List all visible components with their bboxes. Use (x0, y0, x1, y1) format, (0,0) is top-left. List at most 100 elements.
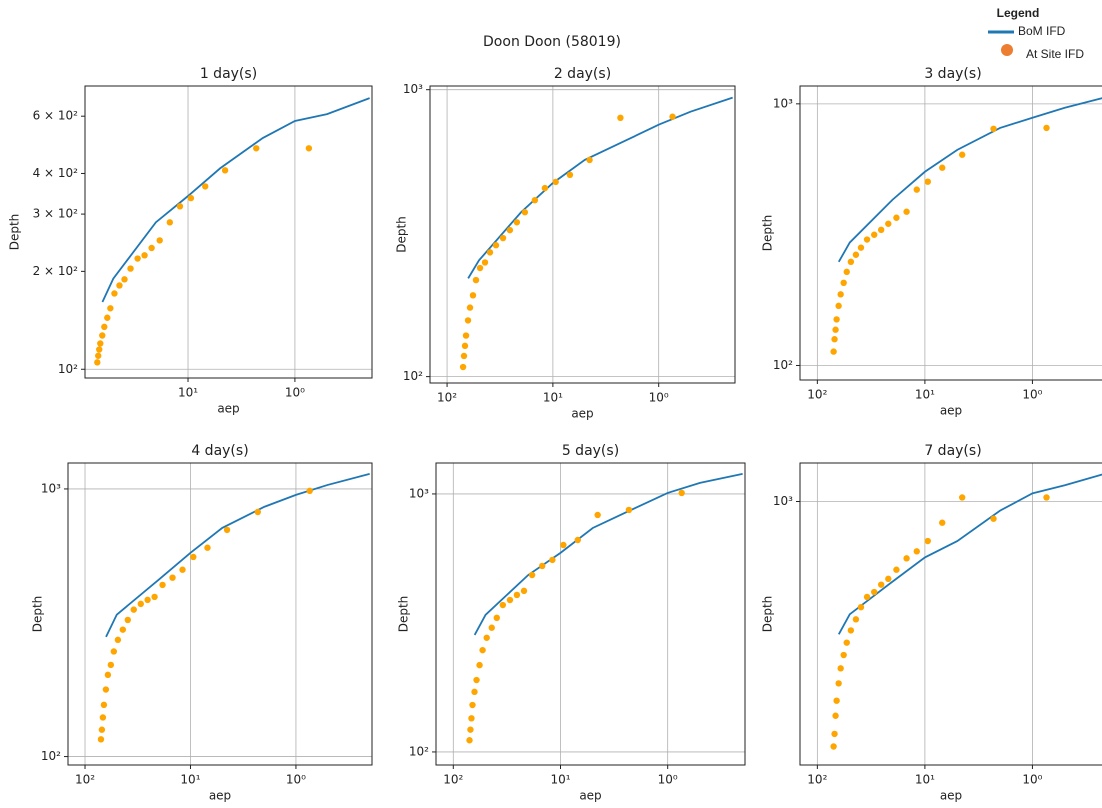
x-tick-label: 10¹ (550, 773, 570, 787)
ifd-point (521, 209, 529, 216)
ifd-point (100, 701, 108, 709)
ifd-point (877, 581, 885, 588)
ifd-point (107, 661, 115, 669)
ifd-point (471, 688, 478, 696)
ifd-point (840, 279, 847, 287)
ifd-point (903, 208, 910, 215)
x-axis-label: aep (940, 789, 962, 803)
ifd-point (101, 323, 108, 331)
ifd-point (560, 541, 567, 549)
plot-frame (435, 462, 746, 766)
y-tick-label: 10³ (773, 96, 793, 110)
ifd-point (893, 566, 900, 573)
ifd-point (179, 566, 186, 573)
y-tick-label: 10² (403, 369, 423, 383)
ifd-point (847, 627, 855, 634)
legend-marker (1001, 44, 1013, 56)
ifd-point (871, 588, 878, 596)
ifd-point (833, 697, 840, 704)
ifd-point (832, 326, 839, 333)
ifd-point (835, 302, 842, 310)
y-axis-label: Depth (761, 215, 775, 252)
y-axis-label: Depth (761, 596, 775, 633)
ifd-point (159, 581, 166, 589)
x-tick-label: 10¹ (178, 386, 198, 400)
ifd-point (520, 587, 528, 595)
ifd-point (488, 624, 495, 631)
ifd-point (1043, 494, 1050, 501)
ifd-point (141, 252, 148, 259)
ifd-point (473, 676, 480, 684)
ifd-point (134, 255, 141, 262)
x-axis-label: aep (571, 407, 593, 421)
ifd-point (144, 596, 151, 604)
x-tick-label: 10² (807, 388, 827, 402)
ifd-point (202, 183, 209, 190)
ifd-point (939, 519, 946, 526)
y-axis-label: Depth (397, 596, 411, 633)
x-axis-label: aep (940, 404, 962, 418)
ifd-line (473, 473, 743, 636)
y-tick-label: 10³ (403, 82, 423, 96)
ifd-point (958, 494, 966, 501)
ifd-point (190, 553, 197, 561)
x-tick-label: 10² (437, 391, 457, 405)
ifd-point (913, 548, 920, 555)
ifd-point (469, 701, 476, 709)
ifd-point (499, 234, 507, 242)
ifd-point (678, 489, 685, 497)
ifd-point (924, 178, 931, 185)
ifd-point (97, 736, 105, 743)
ifd-point (166, 219, 174, 226)
ifd-point (114, 636, 122, 644)
ifd-point (863, 236, 871, 243)
ifd-point (531, 196, 539, 204)
x-tick-label: 10² (443, 773, 463, 787)
ifd-point (221, 167, 229, 174)
ifd-line (101, 97, 370, 303)
ifd-point (472, 276, 480, 284)
ifd-point (99, 332, 106, 339)
x-tick-label: 10¹ (543, 391, 563, 405)
ifd-point (151, 593, 158, 601)
ifd-point (97, 340, 104, 347)
ifd-point (486, 249, 494, 256)
ifd-point (204, 544, 211, 551)
ifd-point (594, 511, 601, 519)
ifd-point (104, 314, 111, 321)
ifd-point (466, 737, 473, 744)
ifd-point (831, 336, 838, 343)
x-tick-label: 10¹ (915, 388, 935, 402)
x-tick-label: 10⁰ (285, 386, 305, 400)
ifd-point (467, 726, 474, 733)
subplot-title: 7 day(s) (924, 443, 981, 459)
subplot-title: 2 day(s) (554, 66, 611, 82)
ifd-point (863, 593, 871, 601)
y-tick-label: 3 × 10² (33, 207, 79, 221)
ifd-point (305, 145, 313, 152)
ifd-line (838, 97, 1102, 263)
x-tick-label: 10⁰ (286, 773, 306, 787)
ifd-point (837, 291, 844, 298)
ifd-point (830, 348, 837, 355)
ifd-point (833, 316, 840, 323)
ifd-point (924, 537, 931, 545)
y-axis-label: Depth (8, 214, 22, 251)
ifd-point (852, 616, 860, 623)
x-axis-label: aep (209, 789, 231, 803)
y-tick-label: 10³ (773, 494, 793, 508)
ifd-point (913, 186, 920, 193)
y-tick-label: 10² (58, 362, 78, 376)
ifd-point (566, 171, 574, 179)
ifd-point (461, 342, 469, 350)
ifd-point (857, 603, 865, 611)
ifd-point (156, 237, 163, 244)
x-tick-label: 10⁰ (1022, 388, 1042, 402)
ifd-point (513, 591, 521, 599)
ifd-point (574, 536, 581, 544)
ifd-point (857, 244, 865, 251)
ifd-point (102, 686, 110, 693)
ifd-line (837, 473, 1102, 635)
ifd-point (130, 606, 137, 613)
ifd-point (137, 600, 144, 608)
